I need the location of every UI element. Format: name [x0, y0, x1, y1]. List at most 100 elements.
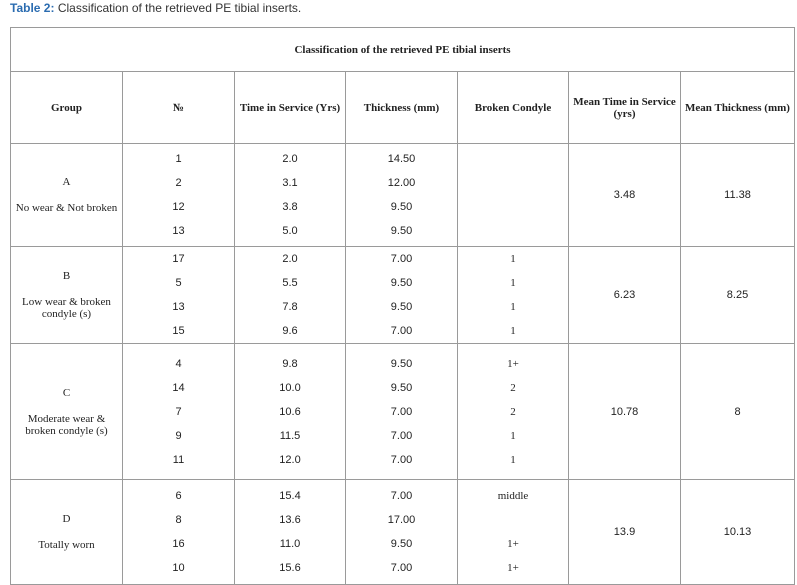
cell-value: 5 — [175, 277, 182, 289]
cell-value: 8 — [175, 514, 182, 526]
cell-value: 11 — [172, 453, 185, 466]
stack: 4 14 7 9 11 — [127, 352, 230, 472]
cell-value: 9.50 — [390, 538, 413, 550]
stack: 1 2 12 13 — [127, 147, 230, 243]
mean-time: 13.9 — [568, 479, 681, 585]
cell-value: 9.50 — [390, 201, 413, 213]
data-column: 9.50 9.50 7.00 7.00 7.00 — [345, 343, 458, 480]
cell-value: 13.6 — [279, 514, 301, 526]
cell-value: 12 — [172, 201, 185, 213]
cell-value: 14 — [172, 381, 185, 394]
cell-value: 9.50 — [390, 277, 413, 289]
cell-value: 2 — [510, 405, 516, 418]
group-letter: A — [62, 176, 71, 188]
cell-value: 1 — [510, 301, 516, 313]
group-cell: C Moderate wear & broken condyle (s) — [10, 343, 123, 480]
column-header: Thickness (mm) — [345, 71, 458, 144]
cell-value: 17 — [172, 253, 185, 265]
cell-value: 2 — [510, 381, 516, 394]
data-column: 1 2 12 13 — [122, 143, 235, 247]
stack: 2.0 3.1 3.8 5.0 — [239, 147, 341, 243]
cell-value: 3.8 — [282, 201, 298, 213]
group-row: B Low wear & broken condyle (s) 17 5 13 15 2.0… — [10, 246, 796, 344]
cell-value: 7.00 — [390, 429, 413, 442]
cell-value: 9.50 — [390, 225, 413, 237]
cell-value: 1 — [510, 253, 516, 265]
data-column: 15.4 13.6 11.0 15.6 — [234, 479, 346, 585]
cell-value: 6 — [175, 490, 182, 502]
group-description: Low wear & broken condyle (s) — [22, 296, 111, 320]
data-column: 1 1 1 1 — [457, 246, 569, 344]
cell-value: 2.0 — [282, 253, 298, 265]
cell-value: 1+ — [507, 357, 519, 370]
stack: middle 1+ 1+ — [462, 484, 564, 580]
cell-value: 7.00 — [390, 562, 413, 574]
group-description: Totally worn — [38, 539, 95, 551]
cell-value: 12.00 — [387, 177, 416, 189]
data-column: 14.50 12.00 9.50 9.50 — [345, 143, 458, 247]
cell-value: 5.5 — [282, 277, 298, 289]
cell-value: 1 — [510, 429, 516, 442]
cell-value: 10 — [172, 562, 185, 574]
group-cell: B Low wear & broken condyle (s) — [10, 246, 123, 344]
cell-value: 9.6 — [282, 325, 298, 337]
stack: 17 5 13 15 — [127, 247, 230, 343]
cell-value: 7.00 — [390, 453, 413, 466]
data-column: 2.0 3.1 3.8 5.0 — [234, 143, 346, 247]
data-column: 1+ 2 2 1 1 — [457, 343, 569, 480]
stack: 6 8 16 10 — [127, 484, 230, 580]
mean-thickness: 8 — [679, 343, 796, 480]
cell-value: 1 — [510, 277, 516, 289]
group-description: No wear & Not broken — [15, 202, 118, 214]
column-header: № — [122, 71, 235, 144]
data-column: 17 5 13 15 — [122, 246, 235, 344]
stack: 2.0 5.5 7.8 9.6 — [239, 247, 341, 343]
stack: 1 1 1 1 — [462, 247, 564, 343]
caption-label: Table 2: — [10, 1, 55, 15]
cell-value: 13 — [172, 301, 185, 313]
data-column: 6 8 16 10 — [122, 479, 235, 585]
group-row: D Totally worn 6 8 16 10 15.4 13.6 11.0 15.6 7.00 1… — [10, 479, 796, 585]
data-column: 4 14 7 9 11 — [122, 343, 235, 480]
cell-value: 14.50 — [387, 153, 416, 165]
empty-cell — [462, 219, 564, 243]
cell-value: 10.0 — [279, 381, 301, 394]
data-column — [457, 143, 569, 247]
column-header: Broken Condyle — [457, 71, 569, 144]
cell-value: 2.0 — [282, 153, 298, 165]
cell-value: 7.00 — [390, 325, 413, 337]
cell-value: 1 — [175, 153, 182, 165]
mean-thickness: 11.38 — [679, 143, 796, 247]
mean-thickness: 10.13 — [679, 479, 796, 585]
table-title: Classification of the retrieved PE tibia… — [9, 27, 796, 72]
stack: 1+ 2 2 1 1 — [462, 352, 564, 472]
table: Classification of the retrieved PE tibia… — [9, 27, 796, 585]
cell-value: 9.50 — [390, 381, 413, 394]
empty-cell — [462, 171, 564, 195]
stack: 7.00 17.00 9.50 7.00 — [350, 484, 453, 580]
cell-value: 9.50 — [390, 301, 413, 313]
stack — [462, 147, 564, 243]
mean-time: 10.78 — [568, 343, 681, 480]
data-column: 2.0 5.5 7.8 9.6 — [234, 246, 346, 344]
cell-value: 15.4 — [279, 490, 301, 502]
stack: 9.50 9.50 7.00 7.00 7.00 — [350, 352, 453, 472]
mean-time: 6.23 — [568, 246, 681, 344]
empty-cell — [462, 195, 564, 219]
group-cell: D Totally worn — [10, 479, 123, 585]
cell-value: 12.0 — [279, 453, 301, 466]
cell-value: 5.0 — [282, 225, 298, 237]
stack: 14.50 12.00 9.50 9.50 — [350, 147, 453, 243]
column-header: Time in Service (Yrs) — [234, 71, 346, 144]
empty-cell — [462, 147, 564, 171]
cell-value: 15 — [172, 325, 185, 337]
cell-value: 7.00 — [390, 490, 413, 502]
data-column: 7.00 17.00 9.50 7.00 — [345, 479, 458, 585]
cell-value: 4 — [175, 357, 182, 370]
group-row: C Moderate wear & broken condyle (s) 4 14 7 9… — [10, 343, 796, 480]
cell-value: 11.0 — [279, 538, 301, 550]
data-column: middle 1+ 1+ — [457, 479, 569, 585]
cell-value: 1+ — [507, 538, 519, 550]
group-description: Moderate wear & broken condyle (s) — [25, 412, 108, 437]
